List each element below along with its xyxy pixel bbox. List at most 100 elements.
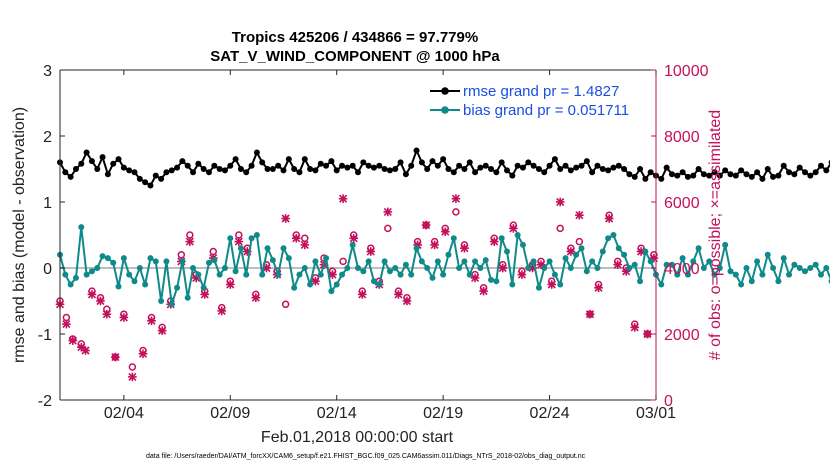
series-point-rmse (312, 167, 319, 174)
series-point-rmse (104, 171, 111, 178)
series-point-rmse (142, 179, 149, 186)
obs-possible-marker (128, 363, 137, 371)
series-point-rmse (158, 175, 165, 182)
series-point-rmse (594, 162, 601, 169)
series-point-bias (466, 271, 473, 278)
y-right-tick-label: 0 (664, 393, 673, 410)
series-point-bias (424, 265, 431, 271)
series-point-bias (621, 251, 628, 258)
obs-assimilated-marker (566, 247, 576, 256)
x-tick-label: 02/24 (530, 405, 570, 422)
series-point-rmse (248, 162, 255, 169)
series-point-bias (397, 271, 404, 278)
y-left-tick-label: 0 (43, 261, 52, 278)
series-point-rmse (434, 162, 441, 169)
series-point-rmse (599, 166, 606, 172)
obs-assimilated-marker (451, 194, 461, 203)
y-right-tick-label: 10000 (664, 63, 709, 80)
series-point-rmse (514, 162, 521, 169)
series-point-rmse (626, 171, 633, 178)
series-point-bias (413, 245, 420, 252)
series-point-rmse (706, 172, 713, 179)
series-point-rmse (807, 172, 814, 179)
series-point-bias (541, 265, 548, 271)
series-point-rmse (126, 167, 133, 174)
series-point-bias (190, 265, 197, 271)
series-point-bias (312, 258, 319, 265)
series-point-rmse (360, 159, 367, 166)
series-point-rmse (546, 162, 553, 169)
series-point-bias (573, 251, 580, 258)
series-point-bias (360, 268, 367, 275)
series-point-bias (280, 245, 287, 252)
series-point-bias (126, 271, 133, 278)
series-point-bias (440, 271, 447, 278)
series-point-rmse (690, 172, 697, 179)
series-point-bias (780, 255, 787, 262)
series-point-bias (67, 281, 74, 288)
series-point-bias (83, 271, 90, 278)
series-point-rmse (780, 162, 787, 169)
series-point-rmse (589, 169, 596, 176)
obs-assimilated-marker (68, 336, 78, 345)
series-point-rmse (770, 173, 777, 180)
obs-assimilated-marker (575, 210, 584, 220)
series-point-rmse (339, 162, 346, 169)
obs-assimilated-marker (338, 194, 348, 203)
series-point-rmse (551, 156, 558, 163)
series-point-bias (259, 271, 266, 278)
series-point-rmse (296, 169, 303, 176)
series-point-bias (711, 271, 718, 278)
obs-assimilated-marker (630, 323, 640, 332)
y-left-tick-label: 3 (43, 63, 52, 80)
series-point-rmse (184, 162, 191, 169)
legend-marker-bias (441, 106, 449, 114)
obs-assimilated-marker (147, 316, 156, 326)
series-point-rmse (727, 171, 734, 178)
series-point-rmse (392, 166, 399, 172)
series-point-bias (221, 265, 228, 271)
data-file-footnote: data file: /Users/raeder/DAI/ATM_forcXX/… (146, 453, 586, 460)
obs-assimilated-marker (157, 326, 167, 335)
series-point-rmse (663, 164, 670, 171)
series-point-bias (152, 258, 159, 265)
series-point-rmse (530, 162, 537, 169)
series-point-bias (690, 258, 697, 265)
series-point-bias (472, 258, 479, 265)
series-point-bias (72, 274, 79, 281)
series-point-bias (642, 248, 649, 255)
series-point-rmse (791, 171, 798, 178)
obs-assimilated-marker (311, 276, 320, 286)
series-point-bias (376, 281, 383, 288)
series-point-bias (535, 284, 542, 291)
series-point-bias (578, 245, 585, 252)
obs-assimilated-marker (489, 237, 499, 246)
series-point-bias (275, 271, 282, 278)
series-point-bias (610, 232, 617, 238)
series-point-bias (802, 268, 808, 275)
series-point-bias (349, 241, 356, 248)
series-point-rmse (722, 167, 729, 174)
series-point-bias (700, 265, 707, 271)
series-point-bias (78, 224, 85, 231)
series-point-bias (637, 278, 644, 285)
series-point-rmse (743, 171, 750, 178)
series-point-bias (386, 268, 393, 275)
series-point-rmse (147, 182, 154, 189)
chart-title-line-1: Tropics 425206 / 434866 = 97.779% (232, 29, 478, 46)
series-point-bias (626, 265, 633, 271)
series-point-bias (567, 265, 574, 271)
series-point-bias (796, 265, 803, 271)
series-point-rmse (190, 169, 197, 176)
obs-assimilated-marker (470, 273, 480, 283)
obs-assimilated-marker (357, 290, 367, 299)
series-point-bias (307, 281, 314, 288)
series-point-bias (488, 276, 495, 283)
obs-assimilated-marker (200, 290, 210, 299)
obs-assimilated-marker (536, 260, 546, 269)
plot-area (60, 70, 656, 400)
series-point-bias (706, 258, 713, 265)
series-point-rmse (754, 169, 761, 176)
series-point-bias (456, 265, 463, 271)
series-point-bias (248, 235, 255, 242)
